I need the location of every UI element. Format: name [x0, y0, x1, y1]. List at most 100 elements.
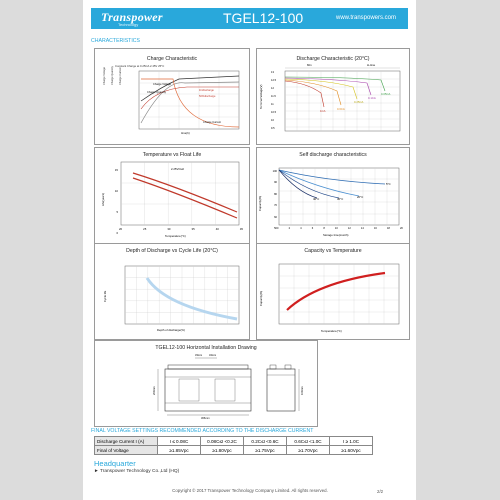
table-cell: 0.08C≤I <0.2C [200, 436, 244, 446]
discharge-curve-1ca [284, 80, 325, 108]
discharge-ylabel: Terminal Voltage(V) [259, 84, 263, 109]
page-number: 2/2 [377, 489, 384, 494]
table-cell: ≥1.60Vpc [329, 445, 373, 455]
self-discharge-5c [278, 169, 386, 185]
discharge-curve-06ca [284, 79, 342, 106]
table-cell: I ≥ 1.0C [329, 436, 373, 446]
label-5c: 5°C [386, 182, 391, 186]
headquarter-company: ► Transpower Technology Co.,Ltd (HQ) [94, 469, 180, 474]
table-row: Final of Voltage ≥1.85Vpc ≥1.80Vpc ≥1.75… [94, 445, 373, 455]
dod-cycle-panel: Depth of Discharge vs Cycle Life (20°C) … [94, 243, 250, 340]
copyright-text: Copyright © 2017 Transpower Technology C… [172, 488, 328, 493]
brand-sub: Technology [118, 22, 139, 27]
float-life-curve-lower [132, 177, 238, 219]
capacity-temp-svg [278, 263, 400, 325]
dim-terminal-b: 34mm [209, 354, 217, 357]
model-title: TGEL12-100 [223, 10, 304, 26]
label-1ca: 1CA [320, 109, 326, 113]
self-discharge-title: Self discharge characteristics [299, 152, 367, 158]
self-discharge-yticks: 100 90 80 70 60 50 [272, 170, 277, 231]
float-life-panel: Temperature vs Float Life 2.25V/Cell 15 1… [94, 147, 250, 244]
float-life-xticks: 20 25 30 35 40 45 [119, 227, 243, 231]
discharge-50-label: 50%discharge [199, 95, 216, 98]
discharge-yticks: 13 12.5 12 11.5 11 10.5 10 9.5 [271, 71, 277, 130]
float-life-annotation: 2.25V/Cell [171, 167, 184, 171]
website-link[interactable]: www.transpowers.com [336, 15, 397, 21]
float-life-svg [120, 161, 240, 226]
table-cell: 0.6C≤I <1.0C [286, 436, 330, 446]
headquarter-heading: Headquarter [94, 459, 136, 468]
label-30c: 30°C [337, 197, 344, 201]
table-cell: ≥1.75Vpc [243, 445, 287, 455]
charge-note: Constant Charge at 0.25CA 2.45V 25°C [115, 64, 165, 68]
self-discharge-svg [278, 167, 400, 226]
discharge-1h-label: 1h/discharge [199, 89, 214, 92]
svg-text:Charge Current: Charge Current [118, 67, 122, 85]
final-voltage-heading: FINAL VOLTAGE SETTINGS RECOMMENDED ACCOR… [91, 428, 314, 434]
discharge-curve-01ca [284, 77, 372, 96]
charge-current-curve [141, 78, 240, 128]
charge-voltage-curve [140, 75, 240, 102]
label-20c: 20°C [357, 195, 364, 199]
label-06ca: 0.6CA [337, 107, 345, 111]
float-life-curve-upper [132, 172, 238, 213]
dim-height: 200mm [153, 386, 156, 395]
self-discharge-30c [278, 169, 340, 199]
table-cell: ≥1.80Vpc [200, 445, 244, 455]
dim-width: 100mm [301, 386, 304, 395]
dod-cycle-ylabel: Cycle life [103, 290, 107, 302]
installation-drawing-panel: TGEL12-100 Horizontal Installation Drawi… [94, 340, 318, 427]
label-40c: 40°C [313, 197, 320, 201]
capacity-temp-title: Capacity vs Temperature [304, 248, 362, 254]
row-header-current: Discharge Current I (A) [94, 436, 158, 446]
header-bar: Transpower Technology TGEL12-100 www.tra… [91, 8, 408, 29]
label-005ca: 0.05CA [381, 92, 391, 96]
label-01ca: 0.1CA [368, 96, 376, 100]
brand-logo: Transpower [101, 10, 163, 24]
svg-text:Charge Voltage: Charge Voltage [102, 67, 106, 85]
capacity-temp-panel: Capacity vs Temperature Capacity(%) Temp… [256, 243, 410, 340]
dod-cycle-title: Depth of Discharge vs Cycle Life (20°C) [126, 248, 218, 254]
table-cell: ≥1.70Vpc [286, 445, 330, 455]
discharge-curve-005ca [284, 76, 386, 92]
charge-current-label: Charge Current [203, 121, 221, 124]
drawing-title: TGEL12-100 Horizontal Installation Drawi… [155, 345, 257, 351]
dim-terminal-a: 33mm [195, 354, 203, 357]
capacity-temp-xlabel: Temperature(°C) [321, 329, 342, 333]
characteristics-heading: CHARACTERISTICS [91, 38, 140, 44]
capacity-temp-ylabel: Capacity(%) [259, 290, 263, 306]
discharge-chart-title: Discharge Characteristic (20°C) [296, 56, 370, 62]
discharge-characteristic-panel: Discharge Characteristic (20°C) Min H-ti… [256, 48, 410, 145]
float-life-xlabel: Temperature(°C) [165, 234, 186, 238]
label-025ca: 0.25CA [354, 100, 364, 104]
dod-cycle-curve [145, 277, 238, 321]
dod-cycle-xlabel: Depth of discharge(%) [157, 328, 185, 332]
self-discharge-xlabel: Storage time(month) [323, 233, 349, 237]
row-header-voltage: Final of Voltage [94, 445, 158, 455]
charge-voltage-label: Charge Voltage [153, 83, 171, 86]
table-cell: I ≤ 0.08C [157, 436, 201, 446]
final-voltage-table: Discharge Current I (A) I ≤ 0.08C 0.08C≤… [94, 436, 373, 455]
float-life-title: Temperature vs Float Life [142, 152, 202, 158]
table-row: Discharge Current I (A) I ≤ 0.08C 0.08C≤… [94, 436, 373, 446]
self-discharge-20c [278, 169, 360, 197]
dim-length: 306mm [201, 417, 210, 420]
charge-quantity-curve [140, 81, 240, 124]
axis-hour-label: H-time [367, 63, 376, 67]
charge-xlabel: time(h) [181, 131, 190, 135]
self-discharge-ylabel: Capacity(%) [258, 195, 262, 211]
charge-chart-title: Charge Characteristic [146, 56, 198, 62]
charge-characteristic-panel: Charge Characteristic Charge Voltage Cha… [94, 48, 250, 145]
float-life-ylabel: Life(years) [101, 192, 105, 206]
self-discharge-40c [278, 169, 318, 199]
company-name: Transpower Technology Co.,Ltd (HQ) [100, 469, 180, 474]
drawing-svg [157, 357, 300, 416]
charge-quantity-label: Charge Quantity [147, 91, 166, 94]
svg-text:Charge Quantity: Charge Quantity [110, 65, 114, 85]
discharge-chart-svg [284, 67, 401, 132]
table-cell: 0.2C≤I <0.6C [243, 436, 287, 446]
charge-chart-svg: Charge Voltage Charge Quantity Charge Cu… [102, 65, 240, 130]
discharge-curve-025ca [284, 78, 358, 100]
